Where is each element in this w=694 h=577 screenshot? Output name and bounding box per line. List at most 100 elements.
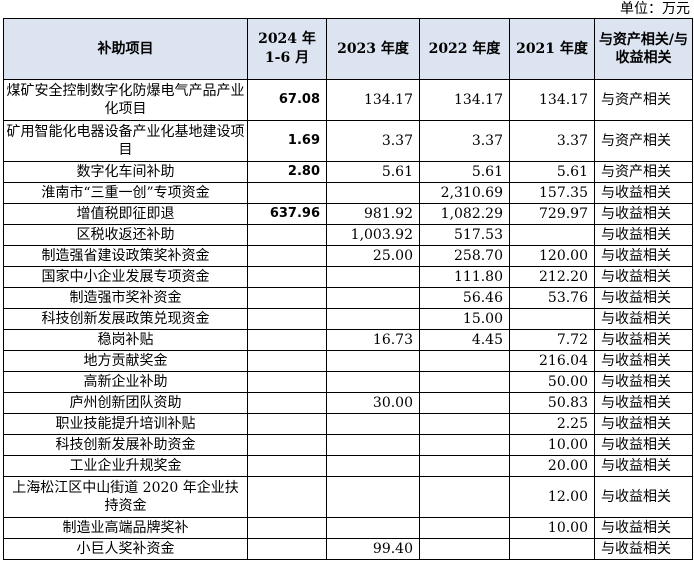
cell-2022: 15.00 (419, 308, 510, 330)
cell-2023 (326, 308, 420, 330)
cell-2022: 3.37 (419, 120, 510, 162)
header-2024-h1: 2024 年 1-6 月 (247, 18, 327, 80)
cell-item: 科技创新发展政策兑现资金 (3, 308, 248, 330)
cell-2024-h1 (247, 329, 327, 351)
header-2022: 2022 年度 (419, 18, 510, 80)
cell-relation: 与收益相关 (594, 329, 693, 351)
cell-item: 庐州创新团队资助 (3, 392, 248, 414)
cell-2021: 50.83 (509, 392, 595, 414)
cell-item: 增值税即征即退 (3, 203, 248, 225)
table-header-row: 补助项目 2024 年 1-6 月 2023 年度 2022 年度 2021 年… (3, 18, 693, 80)
header-2021: 2021 年度 (509, 18, 595, 80)
cell-2021: 12.00 (509, 476, 595, 518)
cell-2024-h1: 637.96 (247, 203, 327, 225)
cell-2024-h1: 67.08 (247, 79, 327, 121)
table-row: 区税收返还补助 1,003.92 517.53 与收益相关 (3, 224, 693, 246)
table-row: 制造强省建设政策奖补资金 25.00 258.70 120.00 与收益相关 (3, 245, 693, 267)
cell-2023: 5.61 (326, 161, 420, 183)
cell-2022: 1,082.29 (419, 203, 510, 225)
cell-2024-h1 (247, 434, 327, 456)
header-2024-line2: 1-6 月 (264, 50, 310, 66)
cell-2024-h1 (247, 287, 327, 309)
cell-relation: 与资产相关 (594, 120, 693, 162)
cell-relation: 与收益相关 (594, 245, 693, 267)
cell-2023 (326, 455, 420, 477)
cell-2021: 157.35 (509, 182, 595, 204)
cell-2023: 16.73 (326, 329, 420, 351)
table-row: 高新企业补助 50.00 与收益相关 (3, 371, 693, 393)
cell-2023: 99.40 (326, 538, 420, 560)
cell-2021: 10.00 (509, 434, 595, 456)
cell-2021: 212.20 (509, 266, 595, 288)
cell-item: 国家中小企业发展专项资金 (3, 266, 248, 288)
cell-item: 数字化车间补助 (3, 161, 248, 183)
cell-2024-h1 (247, 517, 327, 539)
cell-2024-h1 (247, 182, 327, 204)
cell-2024-h1 (247, 476, 327, 518)
cell-item: 区税收返还补助 (3, 224, 248, 246)
cell-2024-h1 (247, 224, 327, 246)
cell-item: 科技创新发展补助资金 (3, 434, 248, 456)
table-row: 数字化车间补助 2.80 5.61 5.61 5.61 与资产相关 (3, 161, 693, 183)
cell-2021 (509, 224, 595, 246)
cell-item: 制造强市奖补资金 (3, 287, 248, 309)
cell-relation: 与收益相关 (594, 476, 693, 518)
cell-relation: 与收益相关 (594, 287, 693, 309)
cell-2023 (326, 182, 420, 204)
cell-2024-h1 (247, 538, 327, 560)
cell-item: 淮南市“三重一创”专项资金 (3, 182, 248, 204)
cell-2021: 134.17 (509, 79, 595, 121)
table-row: 制造强市奖补资金 56.46 53.76 与收益相关 (3, 287, 693, 309)
cell-2022: 258.70 (419, 245, 510, 267)
cell-relation: 与收益相关 (594, 455, 693, 477)
cell-relation: 与收益相关 (594, 392, 693, 414)
cell-2022: 56.46 (419, 287, 510, 309)
cell-2023: 1,003.92 (326, 224, 420, 246)
table-row: 科技创新发展政策兑现资金 15.00 与收益相关 (3, 308, 693, 330)
header-2023: 2023 年度 (326, 18, 420, 80)
cell-relation: 与收益相关 (594, 266, 693, 288)
cell-2021: 7.72 (509, 329, 595, 351)
cell-2023 (326, 371, 420, 393)
cell-2022 (419, 455, 510, 477)
cell-2022: 134.17 (419, 79, 510, 121)
table-row: 增值税即征即退 637.96 981.92 1,082.29 729.97 与收益相关 (3, 203, 693, 225)
cell-2021: 50.00 (509, 371, 595, 393)
table-row: 国家中小企业发展专项资金 111.80 212.20 与收益相关 (3, 266, 693, 288)
table-row: 职业技能提升培训补贴 2.25 与收益相关 (3, 413, 693, 435)
cell-item: 地方贡献奖金 (3, 350, 248, 372)
cell-2023 (326, 287, 420, 309)
cell-2024-h1: 2.80 (247, 161, 327, 183)
cell-2024-h1 (247, 371, 327, 393)
cell-item: 上海松江区中山街道 2020 年企业扶持资金 (3, 476, 248, 518)
cell-item: 煤矿安全控制数字化防爆电气产品产业化项目 (3, 79, 248, 121)
cell-2023: 30.00 (326, 392, 420, 414)
cell-item: 矿用智能化电器设备产业化基地建设项目 (3, 120, 248, 162)
table-row: 煤矿安全控制数字化防爆电气产品产业化项目 67.08 134.17 134.17 134… (3, 79, 693, 121)
cell-relation: 与收益相关 (594, 413, 693, 435)
header-item: 补助项目 (3, 18, 248, 80)
header-relation: 与资产相关/与收益相关 (594, 18, 693, 80)
cell-2024-h1 (247, 266, 327, 288)
cell-2021: 120.00 (509, 245, 595, 267)
cell-2023 (326, 476, 420, 518)
cell-2023: 134.17 (326, 79, 420, 121)
table-row: 淮南市“三重一创”专项资金 2,310.69 157.35 与收益相关 (3, 182, 693, 204)
cell-2023: 981.92 (326, 203, 420, 225)
cell-item: 小巨人奖补资金 (3, 538, 248, 560)
cell-relation: 与收益相关 (594, 203, 693, 225)
cell-2024-h1: 1.69 (247, 120, 327, 162)
cell-2021 (509, 308, 595, 330)
cell-2022 (419, 476, 510, 518)
cell-2022 (419, 538, 510, 560)
cell-2022 (419, 350, 510, 372)
header-2024-line1: 2024 年 (258, 31, 316, 47)
unit-label: 单位：万元 (620, 1, 690, 17)
cell-relation: 与收益相关 (594, 350, 693, 372)
cell-item: 工业企业升规奖金 (3, 455, 248, 477)
cell-2021: 2.25 (509, 413, 595, 435)
cell-2023: 25.00 (326, 245, 420, 267)
cell-relation: 与收益相关 (594, 224, 693, 246)
cell-2021 (509, 538, 595, 560)
table-row: 科技创新发展补助资金 10.00 与收益相关 (3, 434, 693, 456)
